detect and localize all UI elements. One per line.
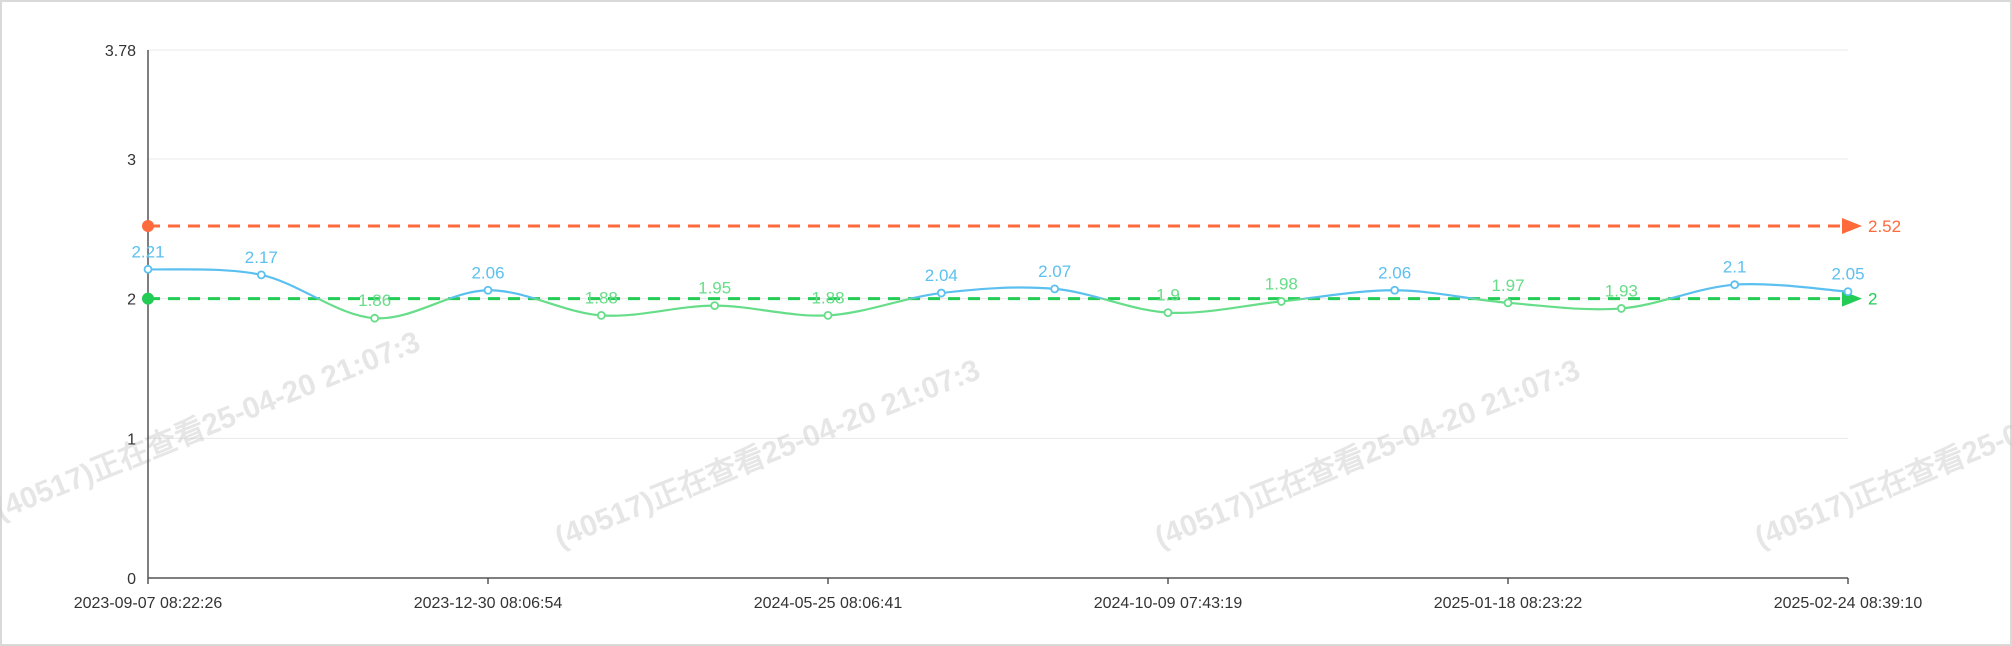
y-tick-labels: 0 1 2 3 3.78 [105, 43, 136, 588]
data-point [143, 264, 153, 274]
data-label: 1.98 [1265, 274, 1298, 293]
watermark-text: (40517)正在查看25-04-20 21:07:3 [0, 325, 425, 526]
data-point [1616, 304, 1626, 313]
reference-line-label: 2.52 [1868, 217, 1901, 236]
watermark-text: (40517)正在查看25-04-20 21:07:3 [1150, 353, 1584, 554]
data-label: 1.93 [1605, 281, 1638, 300]
grid-lines [148, 49, 1848, 439]
data-label: 1.97 [1491, 276, 1524, 295]
data-series [147, 268, 1849, 320]
data-label: 1.88 [811, 288, 844, 307]
data-point [936, 288, 946, 298]
data-point [1276, 297, 1286, 306]
watermark-layer: (40517)正在查看25-04-20 21:07:3 (40517)正在查看25… [0, 325, 2012, 554]
data-label: 2.07 [1038, 262, 1071, 281]
data-point [1050, 284, 1060, 294]
data-label: 1.9 [1156, 286, 1180, 305]
data-label: 1.95 [698, 279, 731, 298]
reference-lines: 2.52 2 [142, 217, 1901, 309]
data-labels: 2.21 2.17 1.86 2.06 1.88 1.95 1.88 2.04 2.07 1.9 1… [131, 242, 1864, 310]
y-tick-label: 3.78 [105, 43, 136, 60]
x-tick-labels: 2023-09-07 08:22:26 2023-12-30 08:06:54 20… [74, 595, 1923, 612]
y-tick-label: 1 [127, 431, 136, 448]
data-point [596, 310, 606, 320]
x-tick-label: 2024-05-25 08:06:41 [754, 595, 903, 612]
x-tick-label: 2025-02-24 08:39:10 [1774, 595, 1923, 612]
data-label: 2.06 [1378, 263, 1411, 282]
reference-line-label: 2 [1868, 290, 1877, 309]
data-point [1503, 298, 1513, 308]
series-line [147, 268, 1849, 320]
reference-line-start-dot [142, 292, 154, 305]
data-point [1390, 285, 1400, 295]
y-tick-label: 2 [127, 292, 136, 309]
data-label: 1.88 [585, 288, 618, 307]
watermark-text: (40517)正在查看25-04-20 21:07:3 [1750, 353, 2012, 554]
data-point [710, 301, 720, 311]
y-tick-label: 0 [127, 571, 136, 588]
x-tick-label: 2023-09-07 08:22:26 [74, 595, 223, 612]
data-label: 2.1 [1723, 258, 1747, 277]
reference-line-start-dot [142, 220, 154, 232]
data-label: 2.21 [131, 242, 164, 261]
data-label: 2.04 [925, 266, 958, 285]
axes [147, 50, 1849, 584]
y-tick-label: 3 [127, 152, 136, 169]
data-point [370, 313, 380, 323]
data-label: 2.05 [1831, 265, 1864, 284]
data-label: 2.17 [245, 248, 278, 267]
data-point [823, 310, 833, 320]
data-label: 1.86 [358, 291, 391, 310]
data-point [483, 285, 493, 295]
data-point [1163, 308, 1173, 318]
data-points [143, 264, 1853, 323]
data-label: 2.06 [471, 263, 504, 282]
x-tick-label: 2023-12-30 08:06:54 [414, 595, 563, 612]
reference-line-arrow [1842, 218, 1862, 234]
x-tick-label: 2025-01-18 08:23:22 [1434, 595, 1583, 612]
x-tick-label: 2024-10-09 07:43:19 [1094, 595, 1243, 612]
data-point [1730, 280, 1740, 290]
data-point [256, 270, 266, 280]
data-point [1843, 287, 1853, 297]
watermark-text: (40517)正在查看25-04-20 21:07:3 [550, 353, 984, 554]
